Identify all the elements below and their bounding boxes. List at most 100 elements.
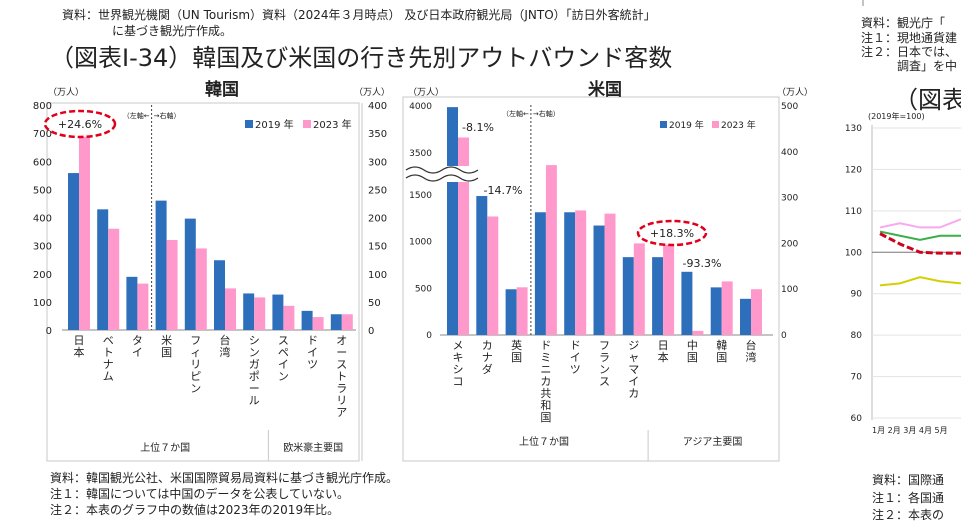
us-bar-2019 <box>476 196 488 335</box>
right-panel-tick-label: 130 <box>845 124 862 134</box>
us-left-tick-label: 4000 <box>409 102 432 112</box>
svg-text:ス: ス <box>599 375 610 388</box>
svg-text:ツ: ツ <box>570 363 581 376</box>
right-panel-line-red <box>879 232 961 255</box>
svg-text:ス: ス <box>278 334 289 347</box>
korea-axis-note-left: （左軸← <box>123 111 150 120</box>
korea-right-tick-label: 350 <box>368 129 387 140</box>
korea-category-label: 米国 <box>161 334 172 359</box>
right-panel-tick-label: 110 <box>845 207 862 217</box>
us-bar-2019 <box>740 298 751 335</box>
korea-chart-frame <box>46 102 360 462</box>
svg-text:国: 国 <box>540 411 551 424</box>
korea-left-tick-label: 800 <box>33 101 52 112</box>
us-category-label: 日本 <box>658 339 669 364</box>
korea-bar-2023 <box>195 248 207 330</box>
svg-text:米: 米 <box>161 334 172 347</box>
svg-text:イ: イ <box>570 351 581 364</box>
svg-text:国: 国 <box>161 346 172 359</box>
right-note-source: 資料：観光庁「 <box>861 16 946 30</box>
us-bar-2019 <box>681 271 693 335</box>
svg-text:カ: カ <box>482 339 493 352</box>
us-legend-swatch-2019 <box>660 121 667 128</box>
svg-text:台: 台 <box>746 338 757 352</box>
korea-right-tick-label: 50 <box>368 298 381 309</box>
korea-bar-2019 <box>68 173 79 330</box>
korea-bar-2023 <box>254 297 266 330</box>
svg-text:国: 国 <box>687 351 698 364</box>
korea-group-label-top7: 上位７か国 <box>140 441 190 454</box>
svg-text:英: 英 <box>511 338 522 352</box>
us-category-label: ドイツ <box>570 339 581 376</box>
korea-category-label: 台湾 <box>220 333 231 359</box>
korea-legend-swatch-2019 <box>245 120 253 128</box>
right-panel-tick-label: 80 <box>851 331 863 341</box>
korea-left-tick-label: 500 <box>33 185 52 196</box>
svg-text:イ: イ <box>307 346 318 359</box>
svg-text:カ: カ <box>628 387 639 400</box>
korea-category-label: ドイツ <box>307 334 318 371</box>
us-annotation-china: -93.3% <box>683 257 722 270</box>
us-right-tick-label: 200 <box>781 239 798 249</box>
us-bar-2023 <box>721 281 733 335</box>
korea-legend-label-2019: 2019 年 <box>255 118 294 131</box>
right-note-2: 注２：日本では、 <box>861 45 958 59</box>
korea-category-label: タイ <box>132 334 143 359</box>
svg-text:ラ: ラ <box>599 351 610 364</box>
svg-text:ル: ル <box>249 394 260 407</box>
svg-text:イ: イ <box>132 346 143 359</box>
us-annotation-mexico: -8.1% <box>462 121 494 134</box>
svg-text:マ: マ <box>628 363 639 376</box>
us-bar-2023 <box>575 210 587 335</box>
korea-left-tick-label: 100 <box>33 298 52 309</box>
us-category-label: 台湾 <box>746 338 757 364</box>
svg-text:キ: キ <box>453 351 464 364</box>
svg-text:ラ: ラ <box>336 382 347 395</box>
korea-chart-title: 韓国 <box>205 79 239 100</box>
us-chart-frame <box>402 96 780 462</box>
us-bar-2023 <box>545 165 557 335</box>
us-category-label: 中国 <box>687 339 698 364</box>
svg-text:ン: ン <box>249 346 260 359</box>
korea-bar-2023 <box>108 228 120 330</box>
us-bar-2023 <box>751 289 762 335</box>
bottom-note-source: 資料：韓国観光公社、米国国際貿易局資料に基づき観光庁作成。 <box>50 471 399 485</box>
korea-left-tick-label: 300 <box>33 242 52 253</box>
svg-text:ジ: ジ <box>628 339 639 352</box>
svg-text:ナ: ナ <box>482 351 493 364</box>
svg-text:韓: 韓 <box>716 339 727 352</box>
right-panel-line-yellow <box>879 276 961 287</box>
korea-bar-2023 <box>225 288 236 330</box>
us-bar-2019 <box>622 257 634 335</box>
top-source-line2: に基づき観光庁作成。 <box>112 24 233 38</box>
us-legend-label-2023: 2023 年 <box>721 119 756 131</box>
korea-bar-2019 <box>184 218 196 330</box>
korea-bar-2023 <box>166 240 178 330</box>
korea-bar-2019 <box>272 294 284 330</box>
us-left-unit: （万人） <box>408 87 444 98</box>
svg-text:リ: リ <box>336 394 347 407</box>
right-panel-base-label: (2019年=100) <box>868 112 925 121</box>
korea-bar-2023 <box>137 283 149 330</box>
us-axis-note-right: →右軸） <box>533 109 560 118</box>
korea-right-tick-label: 250 <box>368 185 387 196</box>
us-bar-2023 <box>692 330 704 335</box>
svg-text:ャ: ャ <box>628 351 639 364</box>
us-right-tick-label: 100 <box>781 285 798 295</box>
svg-text:ベ: ベ <box>103 334 114 347</box>
svg-text:シ: シ <box>453 363 464 376</box>
svg-text:メ: メ <box>453 339 464 352</box>
us-bar-2019 <box>564 212 576 335</box>
svg-text:リ: リ <box>190 358 201 371</box>
right-bottom-note-source: 資料：国際通 <box>872 473 945 487</box>
us-badge-ellipse <box>636 219 708 247</box>
us-bar-2023 <box>458 137 469 335</box>
svg-text:ド: ド <box>540 339 551 352</box>
svg-text:ー: ー <box>249 382 260 395</box>
svg-text:国: 国 <box>511 351 522 364</box>
korea-bar-2019 <box>155 200 167 330</box>
korea-right-tick-label: 100 <box>368 270 387 281</box>
us-bar-2019 <box>710 287 722 335</box>
